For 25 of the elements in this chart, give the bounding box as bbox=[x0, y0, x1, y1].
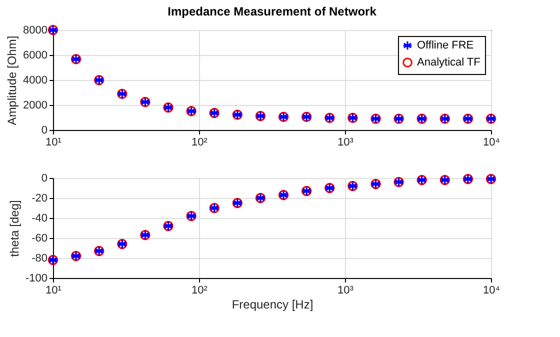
y-tick-label: 6000 bbox=[23, 50, 48, 62]
x-tick-label: 10⁴ bbox=[483, 136, 500, 148]
y-tick-label: -100 bbox=[25, 272, 48, 284]
y-tick-label: -40 bbox=[32, 212, 48, 224]
x-tick-label: 10² bbox=[192, 136, 208, 148]
y-axis-title: Amplitude [Ohm] bbox=[5, 36, 20, 126]
y-tick-label: 0 bbox=[41, 124, 48, 136]
y-tick-label: 4000 bbox=[23, 74, 48, 86]
y-tick-label: -20 bbox=[32, 192, 48, 204]
x-tick-label: 10⁴ bbox=[483, 284, 500, 296]
y-tick-label: 0 bbox=[41, 172, 48, 184]
y-tick-label: -80 bbox=[32, 252, 48, 264]
x-tick-label: 10¹ bbox=[46, 136, 62, 148]
y-tick-label: 2000 bbox=[23, 100, 48, 112]
y-tick-label: 8000 bbox=[23, 24, 48, 36]
x-tick-label: 10³ bbox=[338, 136, 354, 148]
y-tick-label: -60 bbox=[32, 232, 48, 244]
chart-title: Impedance Measurement of Network bbox=[168, 4, 377, 18]
x-tick-label: 10² bbox=[192, 284, 208, 296]
x-axis-title: Frequency [Hz] bbox=[232, 298, 314, 312]
y-axis-title: theta [deg] bbox=[7, 200, 22, 257]
legend-label: Analytical TF bbox=[417, 56, 481, 68]
x-tick-label: 10¹ bbox=[46, 284, 62, 296]
x-tick-label: 10³ bbox=[338, 284, 354, 296]
legend-label: Offline FRE bbox=[417, 40, 474, 52]
